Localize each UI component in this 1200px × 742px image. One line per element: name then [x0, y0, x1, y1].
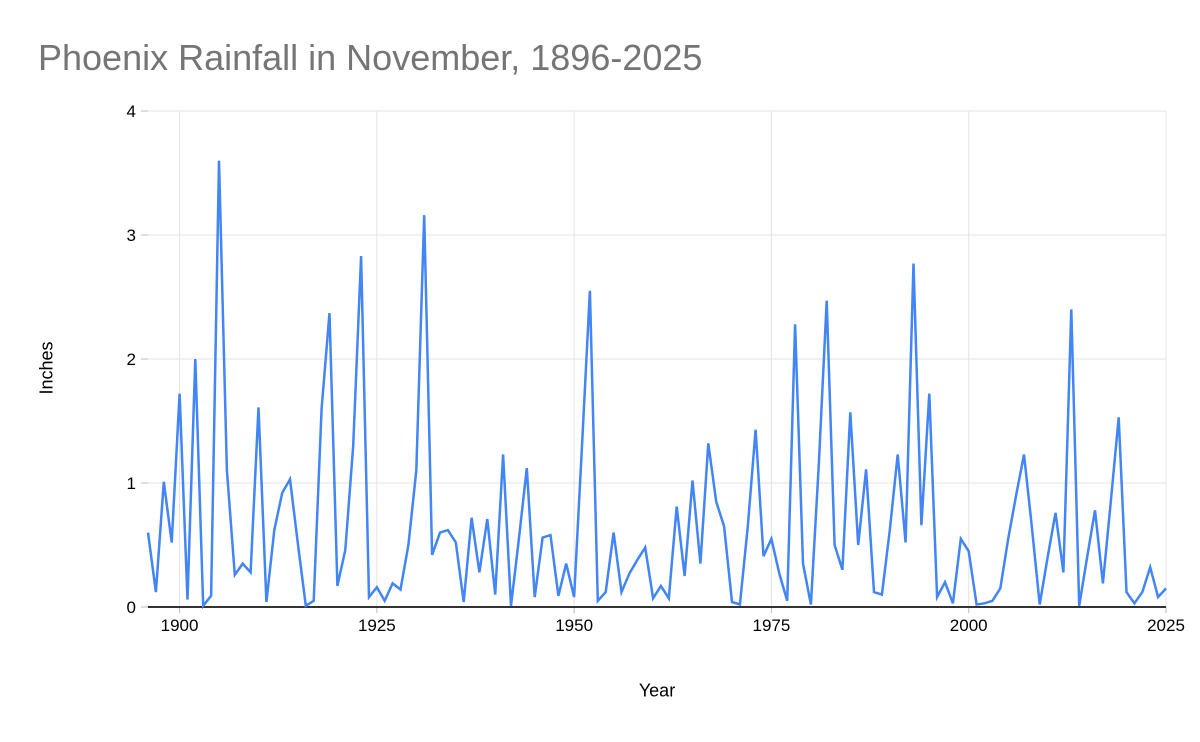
rainfall-line: [146, 160, 1167, 610]
y-tick-label: 4: [127, 102, 136, 121]
y-tick-label: 0: [127, 598, 136, 617]
y-axis-title: Inches: [36, 341, 57, 395]
chart-title: Phoenix Rainfall in November, 1896-2025: [38, 37, 703, 78]
x-tick-label: 2025: [1147, 616, 1185, 635]
y-tick-label: 1: [127, 474, 136, 493]
x-axis-title: Year: [638, 680, 676, 701]
x-tick-label: 2000: [950, 616, 988, 635]
y-tick-label: 2: [127, 350, 136, 369]
x-tick-label: 1975: [753, 616, 791, 635]
x-tick-label: 1925: [358, 616, 396, 635]
x-tick-label: 1900: [161, 616, 199, 635]
x-tick-label: 1950: [555, 616, 593, 635]
y-tick-label: 3: [127, 226, 136, 245]
